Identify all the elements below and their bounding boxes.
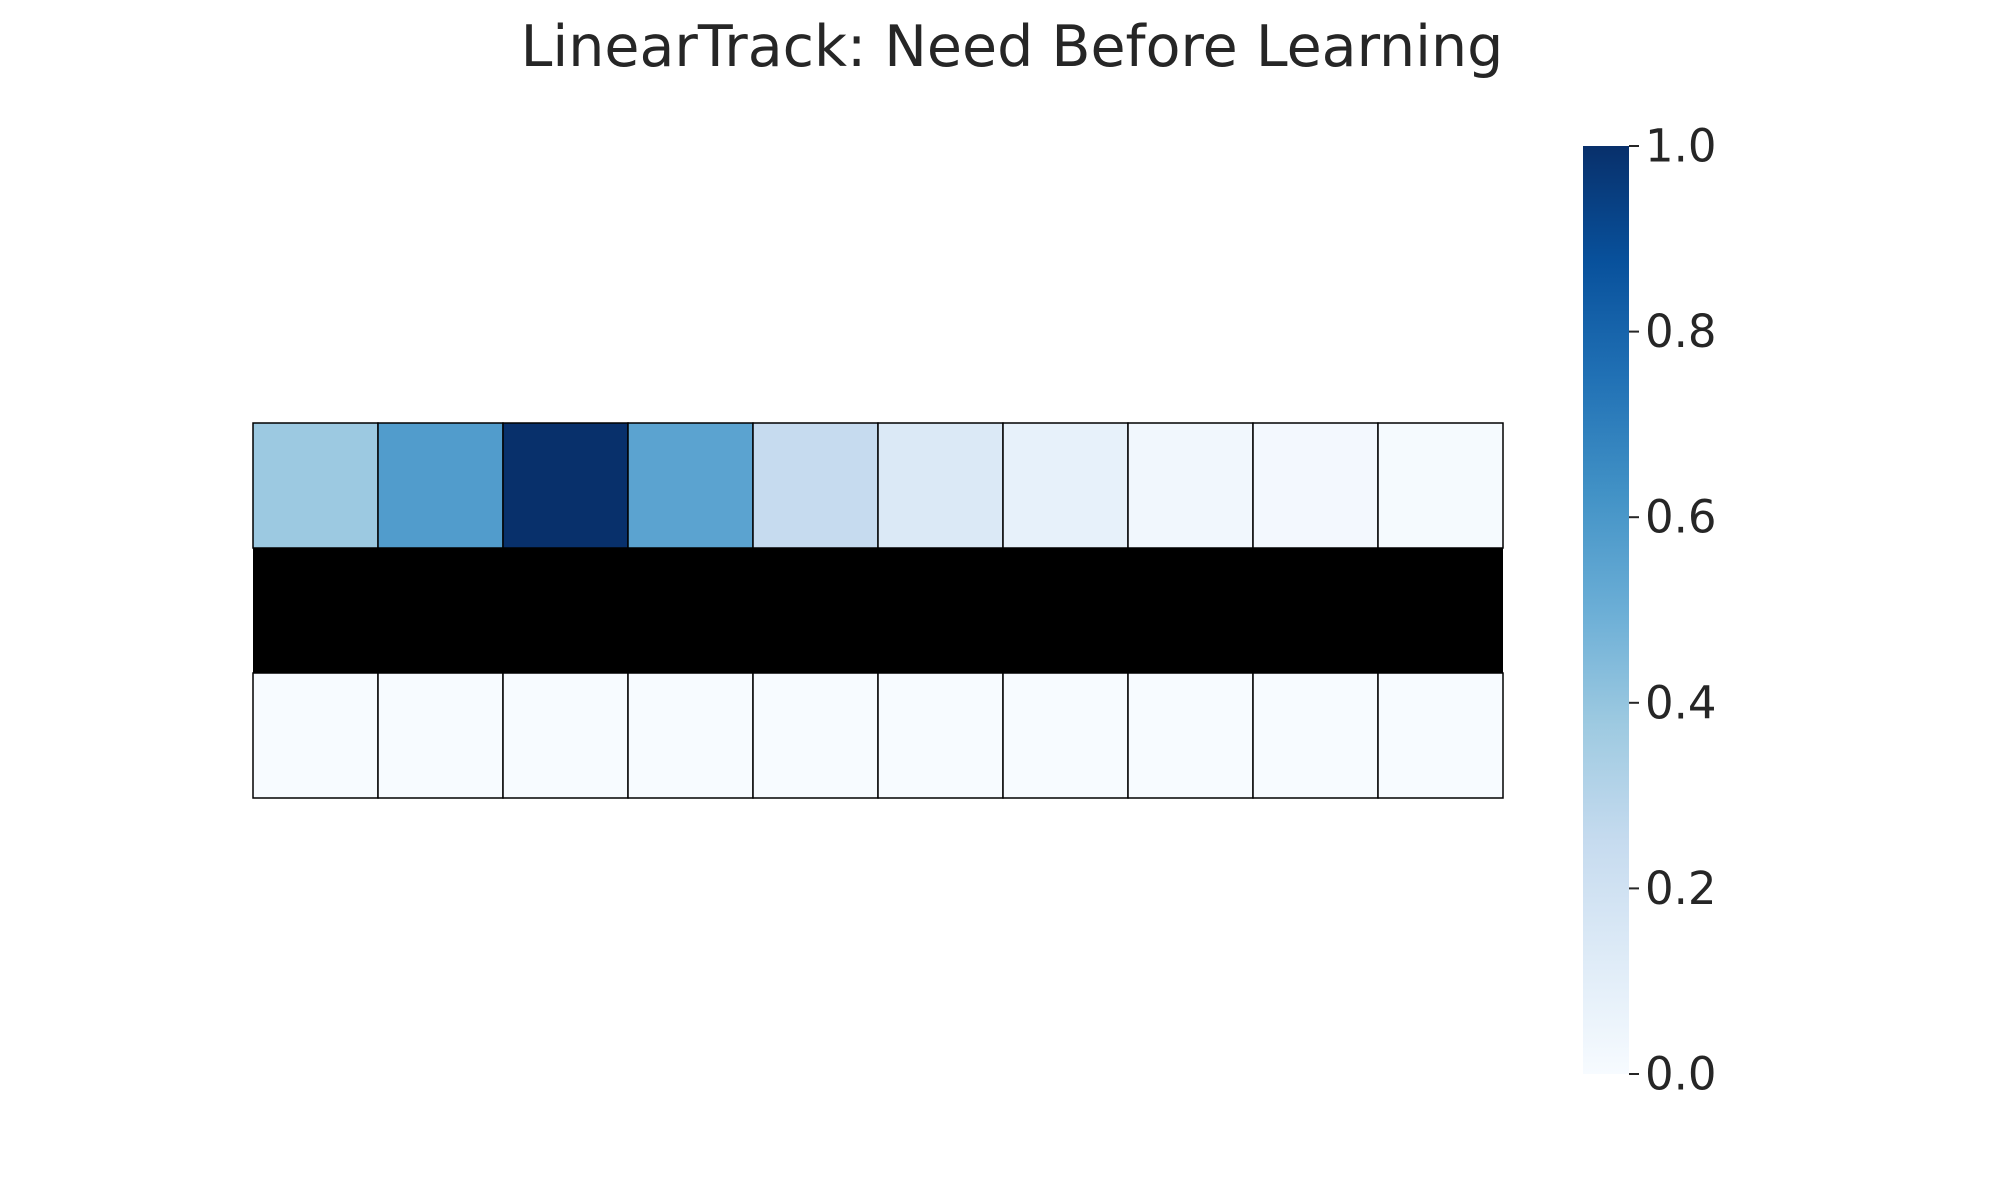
heatmap-cell-r2-c1 [377, 672, 504, 799]
heatmap-cell-r1-c7 [1128, 548, 1253, 673]
colorbar-tick-label: 0.6 [1645, 491, 1717, 544]
heatmap-cell-r0-c7 [1127, 422, 1254, 549]
heatmap-cell-r1-c4 [753, 548, 878, 673]
chart-title: LinearTrack: Need Before Learning [521, 14, 1504, 80]
heatmap-cells [252, 422, 1504, 799]
heatmap-cell-r0-c1 [377, 422, 504, 549]
colorbar: 0.0 0.2 0.4 0.6 0.8 1.0 [1583, 120, 1717, 1101]
heatmap-cell-r2-c9 [1377, 672, 1504, 799]
heatmap-cell-r1-c5 [878, 548, 1003, 673]
heatmap-cell-r2-c2 [502, 672, 629, 799]
heatmap-cell-r1-c6 [1003, 548, 1128, 673]
heatmap-cell-r1-c2 [503, 548, 628, 673]
heatmap-cell-r2-c4 [752, 672, 879, 799]
heatmap-cell-r1-c9 [1378, 548, 1503, 673]
heatmap-cell-r2-c7 [1127, 672, 1254, 799]
colorbar-tick-label: 0.8 [1645, 305, 1717, 358]
heatmap-cell-r1-c1 [378, 548, 503, 673]
heatmap-cell-r0-c3 [627, 422, 754, 549]
heatmap-cell-r0-c6 [1002, 422, 1129, 549]
colorbar-tick-label: 0.0 [1645, 1048, 1717, 1101]
heatmap-cell-r2-c3 [627, 672, 754, 799]
heatmap-cell-r0-c8 [1252, 422, 1379, 549]
heatmap-cell-r0-c0 [252, 422, 379, 549]
colorbar-gradient [1583, 146, 1629, 1074]
heatmap-cell-r0-c5 [877, 422, 1004, 549]
heatmap-cell-r1-c3 [628, 548, 753, 673]
colorbar-tick-label: 0.4 [1645, 676, 1717, 729]
heatmap-cell-r2-c0 [252, 672, 379, 799]
heatmap-cell-r0-c9 [1377, 422, 1504, 549]
heatmap-cell-r2-c5 [877, 672, 1004, 799]
heatmap-cell-r0-c2 [502, 422, 629, 549]
heatmap-cell-r2-c6 [1002, 672, 1129, 799]
colorbar-tick-label: 1.0 [1645, 120, 1717, 173]
heatmap-cell-r1-c8 [1253, 548, 1378, 673]
heatmap-cell-r2-c8 [1252, 672, 1379, 799]
heatmap-cell-r1-c0 [253, 548, 378, 673]
heatmap-cell-r0-c4 [752, 422, 879, 549]
colorbar-tick-label: 0.2 [1645, 862, 1717, 915]
